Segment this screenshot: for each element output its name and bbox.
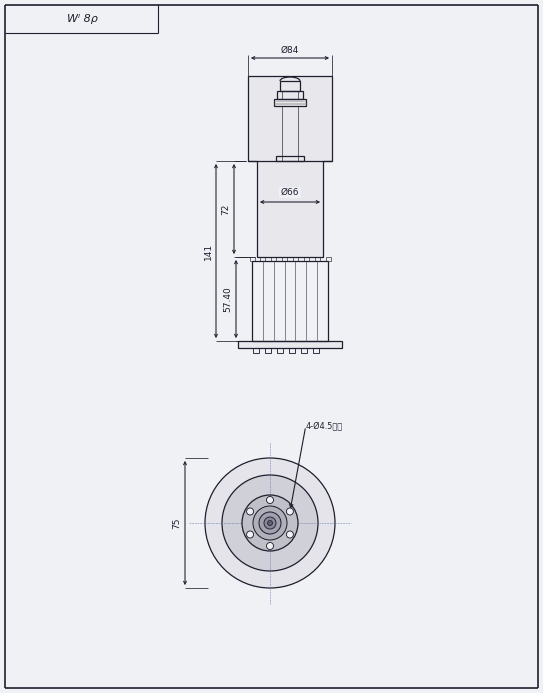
Text: 57.40: 57.40: [224, 286, 232, 312]
Text: 75: 75: [173, 517, 181, 529]
Circle shape: [267, 543, 274, 550]
Circle shape: [247, 508, 254, 515]
Text: Ø66: Ø66: [281, 188, 299, 197]
Circle shape: [267, 496, 274, 504]
Bar: [238, 341, 342, 348]
Circle shape: [242, 495, 298, 551]
Bar: [280, 81, 300, 91]
Text: 4-Ø4.5通孔: 4-Ø4.5通孔: [306, 421, 343, 430]
Bar: [293, 257, 298, 261]
Bar: [301, 348, 307, 353]
Circle shape: [264, 517, 276, 529]
Text: 72: 72: [222, 203, 230, 215]
Circle shape: [268, 520, 273, 525]
Bar: [313, 348, 319, 353]
Circle shape: [222, 475, 318, 571]
Bar: [253, 348, 259, 353]
Text: Wᴵ 8ρ: Wᴵ 8ρ: [67, 14, 97, 24]
Bar: [289, 348, 295, 353]
Bar: [257, 157, 323, 257]
Bar: [260, 257, 266, 261]
Bar: [277, 348, 283, 353]
Circle shape: [247, 531, 254, 538]
Bar: [277, 91, 303, 99]
Circle shape: [205, 458, 335, 588]
Bar: [304, 257, 309, 261]
Text: 141: 141: [204, 243, 212, 260]
Circle shape: [286, 531, 293, 538]
Text: Ø84: Ø84: [281, 46, 299, 55]
Bar: [271, 257, 276, 261]
Bar: [314, 257, 320, 261]
Circle shape: [286, 508, 293, 515]
Circle shape: [253, 506, 287, 540]
Bar: [248, 76, 332, 161]
Bar: [274, 99, 306, 106]
Bar: [249, 257, 255, 261]
Circle shape: [259, 512, 281, 534]
Bar: [276, 156, 304, 161]
Bar: [282, 257, 287, 261]
Bar: [265, 348, 271, 353]
Bar: [325, 257, 331, 261]
